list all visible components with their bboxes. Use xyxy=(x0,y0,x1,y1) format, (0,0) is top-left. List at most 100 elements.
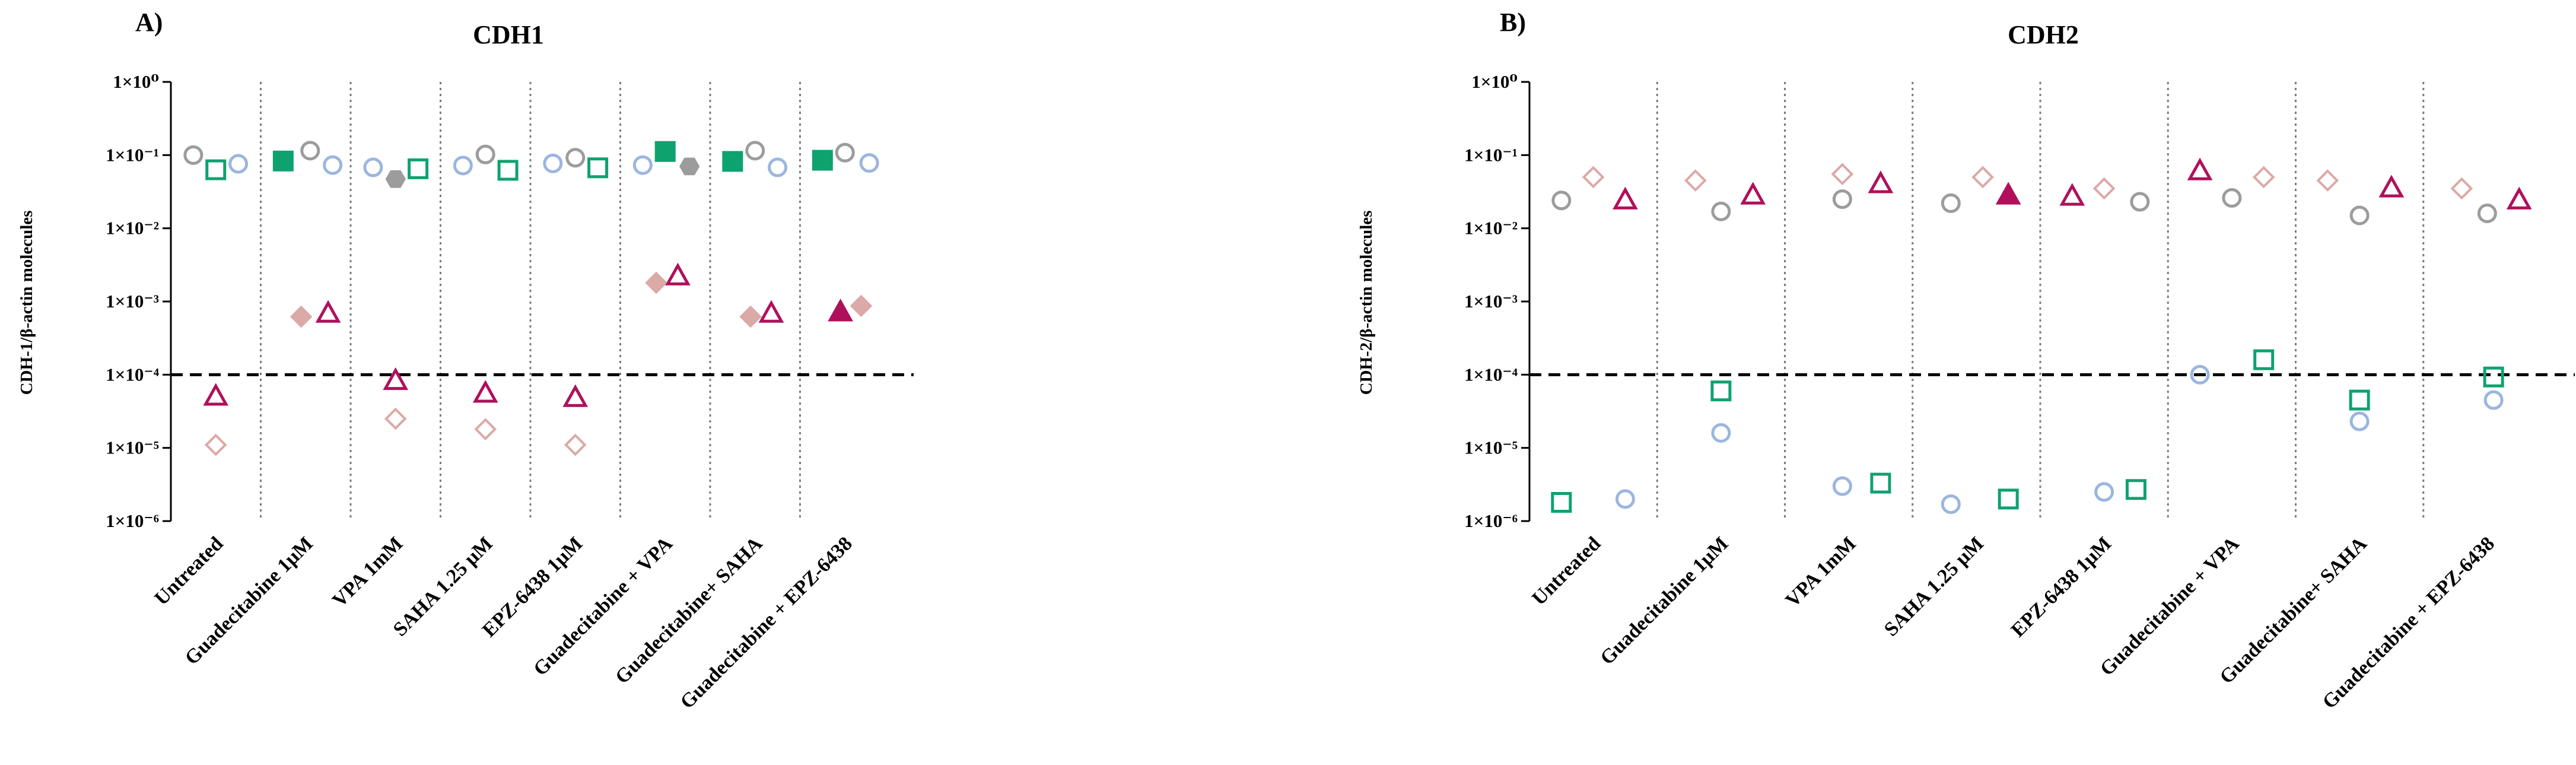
y-axis-label: CDH-2/β-actin molecules xyxy=(1357,211,1376,395)
y-tick-label: 1×10⁻³ xyxy=(1464,291,1518,312)
data-point-grey xyxy=(2349,205,2370,226)
data-point-blue xyxy=(2190,364,2210,385)
y-tick-label: 1×10⁻⁵ xyxy=(106,437,159,458)
data-point-magenta xyxy=(1613,186,1638,209)
data-point-pink xyxy=(645,271,667,294)
y-tick-label: 1×10⁻⁶ xyxy=(1464,510,1518,531)
data-point-magenta xyxy=(472,380,498,403)
data-point-pink xyxy=(1684,169,1707,192)
data-point-grey xyxy=(2130,192,2150,212)
data-point-pink xyxy=(2316,169,2339,192)
panel-b: B) CDH2 CDH-2/β-actin molecules 1×10⁰1×1… xyxy=(1357,8,2575,713)
x-tick-label: VPA 1mM xyxy=(1782,532,1861,611)
data-point-green xyxy=(2253,349,2275,370)
data-point-pink xyxy=(1831,163,1854,186)
y-tick-label: 1×10⁻⁴ xyxy=(106,364,159,385)
x-tick-label: EPZ-6438 1μM xyxy=(2007,532,2116,641)
data-point-grey xyxy=(2222,188,2242,208)
data-point-grey xyxy=(565,148,586,168)
data-point-pink xyxy=(2450,177,2473,200)
data-point-blue xyxy=(1615,489,1635,509)
data-point-grey xyxy=(835,142,855,163)
x-tick-label: Untreated xyxy=(151,532,228,610)
data-point-green xyxy=(497,160,519,181)
data-point-magenta xyxy=(315,300,341,323)
data-point-magenta xyxy=(758,300,784,323)
x-tick-label: Guadecitabine+ SAHA xyxy=(611,532,767,688)
data-point-magenta xyxy=(383,367,409,391)
data-point-magenta xyxy=(828,299,854,322)
data-point-magenta xyxy=(2059,183,2085,206)
data-point-pink xyxy=(204,433,227,456)
plot-area: 1×10⁰ 1×10⁻¹ 1×10⁻² 1×10⁻³ 1×10⁻⁴ 1×10⁻⁵ 1×10⁻… xyxy=(106,71,914,713)
y-tick-label: 1×10⁻⁶ xyxy=(106,510,159,531)
x-tick-label: SAHA 1.25 μM xyxy=(1880,532,1988,640)
data-point-magenta xyxy=(2378,174,2405,198)
data-point-green xyxy=(812,150,833,171)
data-point-blue xyxy=(543,153,563,173)
panel-a: A) CDH1 CDH-1/β-actin molecules 1×10⁰ 1×1… xyxy=(17,8,914,713)
data-point-blue xyxy=(453,155,473,176)
y-tick-label: 1×10⁻¹ xyxy=(1464,144,1518,165)
data-point-pink xyxy=(1582,166,1605,189)
data-point-green xyxy=(408,158,429,179)
data-point-pink xyxy=(290,305,313,328)
data-point-green xyxy=(2483,366,2504,388)
data-point-grey xyxy=(679,157,700,176)
data-point-magenta xyxy=(2506,186,2532,209)
data-point-pink xyxy=(474,418,497,441)
data-point-magenta xyxy=(562,384,589,407)
data-point-pink xyxy=(850,294,873,318)
data-point-blue xyxy=(228,154,249,174)
panel-letter: A) xyxy=(135,8,163,37)
data-point-green xyxy=(654,141,676,162)
data-point-blue xyxy=(323,155,343,175)
y-tick-label: 1×10⁻² xyxy=(1464,218,1518,239)
data-point-green xyxy=(1998,488,2019,510)
data-point-grey xyxy=(475,144,495,164)
data-point-magenta xyxy=(665,262,691,285)
data-point-grey xyxy=(1941,193,1961,213)
data-point-grey xyxy=(2477,203,2497,223)
data-point-pink xyxy=(384,407,407,430)
x-tick-label: Guadecitabine 1μM xyxy=(1596,532,1732,669)
data-point-grey xyxy=(385,170,406,188)
data-point-grey xyxy=(300,141,320,161)
data-point-green xyxy=(272,150,294,172)
y-tick-label: 1×10⁻⁵ xyxy=(1464,437,1518,458)
data-point-pink xyxy=(1971,166,1994,189)
plot-area: 1×10⁰ 1×10⁻¹ 1×10⁻² 1×10⁻³ 1×10⁻⁴ 1×10⁻⁵ 1×10⁻… xyxy=(1464,71,2575,713)
data-point-blue xyxy=(632,155,653,175)
data-point-blue xyxy=(2349,411,2370,431)
x-tick-label: VPA 1mM xyxy=(328,532,407,611)
y-tick-label: 1×10⁰ xyxy=(113,71,159,92)
data-point-grey xyxy=(1711,201,1731,221)
data-point-blue xyxy=(1941,494,1961,515)
data-point-pink xyxy=(564,433,587,456)
y-tick-label: 1×10⁻⁴ xyxy=(1464,364,1518,385)
data-point-magenta xyxy=(1740,182,1766,205)
data-point-magenta xyxy=(2187,157,2213,180)
data-point-green xyxy=(2349,389,2370,411)
y-tick-label: 1×10⁻¹ xyxy=(106,144,159,165)
data-point-grey xyxy=(1551,191,1572,211)
x-tick-label: Guadecitabine + EPZ-6438 xyxy=(676,532,857,713)
x-tick-label: Guadecitabine + VPA xyxy=(2096,532,2244,680)
data-point-pink xyxy=(2252,166,2275,189)
data-point-grey xyxy=(183,145,203,165)
data-point-green xyxy=(722,151,743,172)
data-point-green xyxy=(205,159,227,180)
chart-title: CDH1 xyxy=(473,20,544,49)
data-point-blue xyxy=(1711,423,1731,443)
chart-title: CDH2 xyxy=(2008,20,2079,49)
data-point-magenta xyxy=(1995,182,2021,205)
data-point-blue xyxy=(2094,482,2114,502)
panel-letter: B) xyxy=(1500,8,1526,37)
y-tick-label: 1×10⁻² xyxy=(106,218,159,239)
data-point-blue xyxy=(2483,390,2504,410)
data-point-blue xyxy=(859,153,879,173)
data-point-green xyxy=(1551,492,1572,513)
y-axis-label: CDH-1/β-actin molecules xyxy=(17,211,36,395)
data-point-pink xyxy=(2092,177,2116,200)
